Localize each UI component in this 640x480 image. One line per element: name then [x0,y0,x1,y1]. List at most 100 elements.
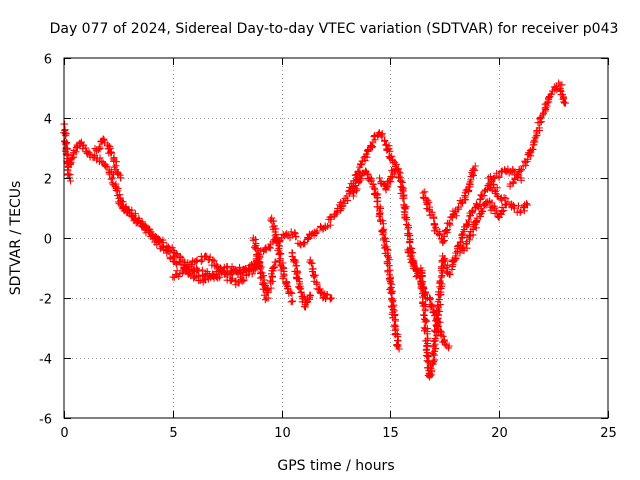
data-point-interp [311,271,319,279]
data-point-interp [522,200,530,208]
y-axis-label: SDTVAR / TECUs [8,181,24,296]
data-point-interp [495,173,503,181]
data-point [328,294,336,302]
data-point-interp [448,214,456,222]
data-point-interp [265,243,273,251]
data-point-interp [510,204,518,212]
series-18 [484,173,531,216]
data-point-interp [275,242,283,250]
data-point-interp [426,296,434,304]
data-point-interp [467,176,475,184]
data-point-interp [456,238,464,246]
data-point-interp [283,281,291,289]
data-point-interp [423,327,431,335]
data-point [376,174,384,182]
data-point-interp [421,188,429,196]
data-point-interp [272,237,280,245]
data-point-interp [116,194,124,202]
data-point-interp [236,263,244,271]
data-point [395,345,403,353]
data-point [436,327,444,335]
data-point-interp [430,213,438,221]
data-point-interp [349,188,357,196]
data-point-interp [436,278,444,286]
data-point-interp [388,152,396,160]
data-point-interp [259,280,267,288]
series-5 [114,198,264,286]
data-point-interp [394,336,402,344]
data-point-interp [98,157,106,165]
data-point-interp [287,228,295,236]
data-point-interp [301,240,309,248]
data-point-interp [270,217,277,225]
data-point-interp [469,208,477,216]
series-19 [506,100,551,190]
data-point-interp [413,265,421,273]
data-point-interp [172,259,180,267]
data-point-interp [288,289,296,297]
data-point-interp [369,180,377,188]
data-point-interp [388,287,396,295]
data-point-interp [269,264,277,272]
data-point-interp [271,232,279,240]
data-point-interp [297,289,305,297]
x-tick-label: 0 [60,426,68,441]
data-point [386,279,394,287]
data-point-interp [390,170,398,178]
data-point-interp [287,298,295,306]
data-point-interp [421,305,429,313]
data-point-interp [65,174,73,182]
data-point [310,228,318,236]
data-point-interp [146,225,154,233]
y-tick-label: 4 [44,113,52,128]
y-tick-label: -6 [39,413,52,428]
data-point-interp [363,147,371,155]
data-point-interp [418,272,426,280]
data-point-interp [306,256,314,264]
data-point-interp [469,171,477,179]
data-point-interp [516,167,524,175]
y-tick-label: -2 [39,293,52,308]
data-point-interp [107,149,115,157]
data-point-interp [377,216,385,224]
data-point [465,216,473,224]
data-point-interp [430,337,438,345]
data-point [421,318,429,326]
data-point-interp [516,208,524,216]
series-3 [86,135,125,182]
data-point-interp [368,143,376,151]
data-point [306,291,314,299]
data-point-interp [79,145,87,153]
data-point-interp [497,210,505,218]
data-point-interp [61,140,69,148]
data-point-interp [384,252,392,260]
data-point-interp [352,187,360,195]
data-point-interp [545,94,553,102]
series-17 [456,197,510,257]
data-point-interp [445,220,453,228]
data-point-interp [107,175,115,183]
data-point-interp [112,162,120,170]
x-tick-label: 15 [382,426,399,441]
data-point-interp [553,83,561,91]
data-point-interp [155,237,163,245]
data-point-interp [401,214,409,222]
data-point-interp [387,174,395,182]
data-point-interp [406,238,414,246]
data-point [382,141,390,149]
data-point [543,99,551,107]
data-point-interp [284,284,292,292]
data-point-interp [292,232,300,240]
data-point-interp [386,147,394,155]
data-point-interp [470,165,478,173]
data-point-interp [379,228,387,236]
data-point-interp [388,294,396,302]
series-10 [306,256,336,303]
data-point-interp [558,81,566,89]
data-point-interp [455,205,463,213]
series-9 [288,249,314,311]
data-point-interp [95,143,103,151]
data-point-interp [185,265,193,273]
data-point [560,99,568,107]
x-tick-label: 20 [491,426,508,441]
